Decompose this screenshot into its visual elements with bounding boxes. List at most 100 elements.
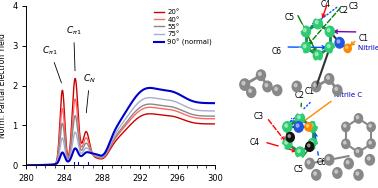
75° [148,96,152,99]
55° [116,131,121,134]
Circle shape [315,61,321,67]
Circle shape [317,121,319,123]
Circle shape [325,42,335,53]
Circle shape [355,148,363,157]
Circle shape [285,124,288,127]
Circle shape [325,74,334,84]
40° [208,118,212,120]
Text: C3: C3 [254,112,264,121]
40° [24,164,29,166]
90° (normal) [208,102,212,104]
Circle shape [296,124,299,127]
Text: Nitrile C: Nitrile C [334,92,362,98]
90° (normal) [111,133,116,135]
90° (normal) [116,123,121,125]
Circle shape [298,50,300,52]
Circle shape [316,120,321,126]
Circle shape [285,141,288,144]
Circle shape [294,84,297,87]
Circle shape [259,72,261,75]
Circle shape [356,150,359,152]
Circle shape [342,122,350,132]
55° [208,115,212,117]
Circle shape [335,170,338,173]
Circle shape [313,50,322,61]
20° [116,136,121,139]
Line: 55°: 55° [26,104,215,165]
Circle shape [265,84,268,87]
40° [116,133,121,135]
Circle shape [346,46,348,49]
Circle shape [315,12,321,18]
Circle shape [327,157,330,160]
90° (normal) [24,164,29,166]
Circle shape [344,141,346,144]
Circle shape [305,158,314,169]
Circle shape [313,18,322,29]
40° [111,140,116,143]
Circle shape [296,113,305,124]
Circle shape [304,29,306,32]
Text: $C_{\pi 1}$: $C_{\pi 1}$ [66,25,82,71]
Circle shape [298,25,300,27]
75° [208,110,212,112]
Circle shape [367,157,370,160]
Circle shape [327,76,330,79]
Circle shape [356,172,359,175]
Circle shape [307,161,310,164]
Circle shape [307,125,308,127]
20° [34,164,39,166]
Circle shape [346,161,349,164]
Circle shape [354,170,363,180]
75° [34,164,39,166]
Circle shape [367,122,375,132]
Circle shape [325,26,335,37]
Circle shape [344,44,351,53]
Circle shape [316,13,318,15]
40° [208,118,212,120]
Circle shape [308,122,317,132]
Text: Nitrile C: Nitrile C [358,45,378,51]
Text: $C_N$: $C_N$ [83,73,96,113]
Circle shape [292,81,301,92]
75° [173,101,178,103]
75° [111,136,116,139]
20° [208,123,212,125]
Text: C2: C2 [295,91,305,100]
Circle shape [312,170,321,180]
Circle shape [301,42,310,53]
55° [148,103,152,105]
Circle shape [342,139,350,149]
75° [116,128,121,130]
55° [34,164,39,166]
Circle shape [288,135,290,137]
Circle shape [308,139,317,149]
20° [208,123,212,125]
55° [208,115,212,117]
55° [24,164,29,166]
Circle shape [297,116,300,119]
90° (normal) [173,92,178,94]
Circle shape [299,109,300,111]
55° [173,107,178,109]
Circle shape [355,114,363,123]
Circle shape [297,48,302,55]
Circle shape [335,87,338,90]
Circle shape [344,124,346,127]
Circle shape [315,21,318,24]
Text: C4: C4 [249,138,259,147]
Circle shape [307,144,310,147]
Text: C2: C2 [339,6,349,15]
Circle shape [297,24,302,31]
Circle shape [242,82,245,85]
Text: C3: C3 [349,2,359,11]
Circle shape [344,158,353,169]
40° [73,98,77,100]
Circle shape [325,155,334,165]
Text: C4: C4 [321,0,331,9]
Circle shape [279,145,284,151]
Circle shape [299,158,300,160]
Line: 90° (normal): 90° (normal) [26,88,215,165]
Circle shape [301,26,310,37]
Circle shape [327,45,330,48]
